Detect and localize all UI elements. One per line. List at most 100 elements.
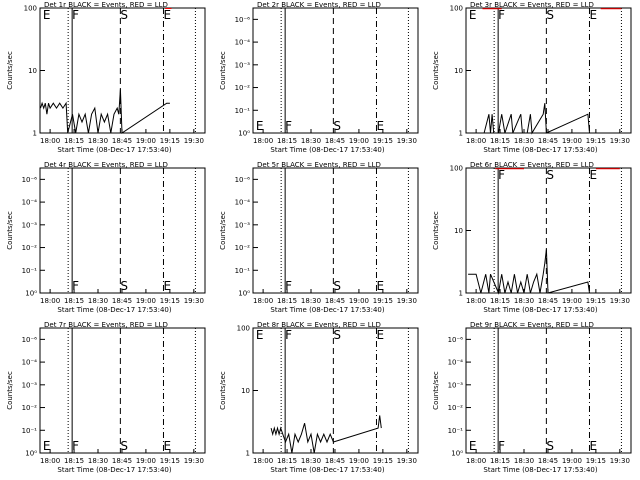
x-tick-label: 18:30 [88,457,108,465]
event-label: E [256,328,264,342]
x-tick-label: 19:30 [610,137,630,145]
event-label: F [285,279,292,293]
x-tick-label: 19:00 [562,137,582,145]
y-tick-label: 10⁻³ [235,221,251,229]
panel-title: Det 7r BLACK = Events, RED = LLD [44,321,168,329]
x-tick-label: 19:00 [562,457,582,465]
y-tick-label: 10⁻³ [448,381,464,389]
panel: Det 8r BLACK = Events, RED = LLD Start Ti… [219,321,419,474]
y-tick-label: 10⁻² [22,404,38,412]
series-line [40,89,170,134]
panel-title: Det 4r BLACK = Events, RED = LLD [44,161,168,169]
panel-title: Det 1r BLACK = Events, RED = LLD [44,1,168,9]
y-tick-label: 10 [454,67,463,75]
y-tick-label: 10⁻⁴ [22,199,38,207]
plot-frame [465,327,632,454]
x-tick-label: 18:00 [466,297,486,305]
y-tick-label: 1 [33,130,37,138]
x-tick-label: 18:30 [301,137,321,145]
x-tick-label: 19:30 [184,137,204,145]
x-tick-label: 18:15 [490,297,510,305]
x-tick-label: 19:00 [136,297,156,305]
event-label: F [498,8,505,22]
event-label: S [120,279,128,293]
y-tick-label: 1 [459,290,463,298]
y-tick-label: 10⁻⁶ [235,16,251,24]
x-tick-label: 18:00 [466,137,486,145]
y-tick-label: 10⁻⁶ [235,176,251,184]
event-label: S [120,439,128,453]
y-tick-label: 10⁻⁶ [448,336,464,344]
event-label: F [285,119,292,133]
panel-title: Det 5r BLACK = Events, RED = LLD [257,161,381,169]
x-tick-label: 19:30 [610,297,630,305]
panel: Det 3r BLACK = Events, RED = LLD Start Ti… [432,1,632,154]
event-label: E [256,119,264,133]
event-label: E [43,439,51,453]
panel: Det 4r BLACK = Events, RED = LLD Start Ti… [6,161,206,314]
x-tick-label: 19:15 [586,137,606,145]
x-tick-label: 18:30 [514,297,534,305]
y-tick-label: 10⁻⁶ [22,336,38,344]
y-axis-label: Counts/sec [6,51,14,90]
y-tick-label: 10⁰ [238,290,250,298]
x-tick-label: 19:00 [349,137,369,145]
x-tick-label: 18:00 [466,457,486,465]
panel-title: Det 8r BLACK = Events, RED = LLD [257,321,381,329]
y-tick-label: 10⁻⁴ [235,199,251,207]
x-tick-label: 18:15 [64,137,84,145]
panel: Det 5r BLACK = Events, RED = LLD Start Ti… [219,161,419,314]
event-label: S [546,168,554,182]
x-tick-label: 18:15 [64,297,84,305]
y-tick-label: 10 [241,387,250,395]
y-tick-label: 10⁻² [235,244,251,252]
x-tick-label: 18:30 [514,457,534,465]
x-tick-label: 18:00 [40,457,60,465]
x-tick-label: 18:45 [325,297,345,305]
x-tick-label: 19:15 [586,457,606,465]
panel-title: Det 3r BLACK = Events, RED = LLD [470,1,594,9]
y-tick-label: 10⁻⁴ [448,359,464,367]
x-axis-label: Start Time (08-Dec-17 17:53:40) [483,466,597,474]
y-tick-label: 1 [459,130,463,138]
event-label: F [498,168,505,182]
event-label: E [589,8,597,22]
panel-title: Det 2r BLACK = Events, RED = LLD [257,1,381,9]
x-tick-label: 19:15 [373,297,393,305]
event-label: E [376,279,384,293]
event-label: E [589,439,597,453]
plot-frame [39,327,206,454]
y-tick-label: 10⁻³ [235,61,251,69]
panel-title: Det 9r BLACK = Events, RED = LLD [470,321,594,329]
x-tick-label: 18:45 [325,137,345,145]
y-tick-label: 100 [450,5,463,13]
x-tick-label: 19:15 [160,297,180,305]
event-label: E [469,439,477,453]
x-tick-label: 18:45 [538,457,558,465]
y-tick-label: 10⁻² [448,404,464,412]
x-tick-label: 19:15 [160,457,180,465]
x-tick-label: 18:15 [277,297,297,305]
x-tick-label: 18:45 [112,457,132,465]
x-tick-label: 19:30 [610,457,630,465]
plot-frame [252,167,419,294]
y-tick-label: 10 [454,227,463,235]
x-tick-label: 18:15 [490,457,510,465]
event-label: E [163,439,171,453]
y-axis-label: Counts/sec [432,371,440,410]
y-tick-label: 100 [450,165,463,173]
y-tick-label: 10⁻³ [22,381,38,389]
x-tick-label: 19:00 [136,457,156,465]
y-tick-label: 10⁻¹ [235,267,251,275]
event-label: E [376,119,384,133]
event-label: F [72,8,79,22]
event-label: F [72,279,79,293]
y-tick-label: 10⁻¹ [235,107,251,115]
event-label: S [546,8,554,22]
y-axis-label: Counts/sec [219,51,227,90]
x-tick-label: 19:30 [397,297,417,305]
y-axis-label: Counts/sec [6,211,14,250]
y-tick-label: 10⁻⁶ [22,176,38,184]
x-axis-label: Start Time (08-Dec-17 17:53:40) [483,146,597,154]
